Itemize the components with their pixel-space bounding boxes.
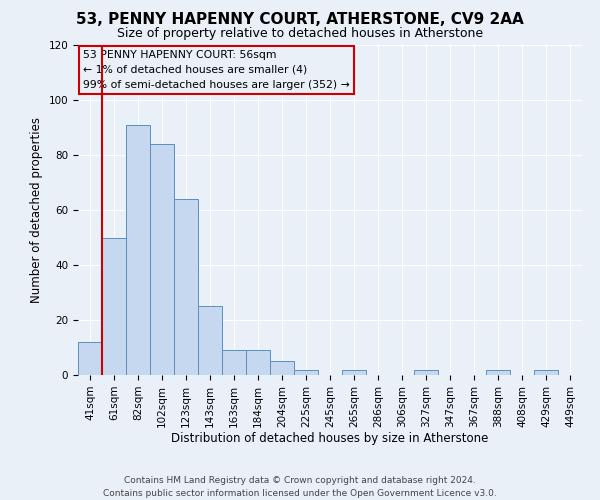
Bar (78, 342, 102, 375)
Text: Size of property relative to detached houses in Atherstone: Size of property relative to detached ho… (117, 28, 483, 40)
Bar (198, 306, 222, 375)
Bar (126, 124, 150, 375)
Bar (414, 370, 438, 375)
Text: 53, PENNY HAPENNY COURT, ATHERSTONE, CV9 2AA: 53, PENNY HAPENNY COURT, ATHERSTONE, CV9… (76, 12, 524, 28)
Bar (222, 350, 246, 375)
Bar (270, 361, 294, 375)
Text: 53 PENNY HAPENNY COURT: 56sqm
← 1% of detached houses are smaller (4)
99% of sem: 53 PENNY HAPENNY COURT: 56sqm ← 1% of de… (83, 50, 350, 90)
Y-axis label: Number of detached properties: Number of detached properties (30, 117, 43, 303)
Bar (246, 350, 270, 375)
Bar (534, 370, 558, 375)
Bar (294, 370, 318, 375)
Text: Contains HM Land Registry data © Crown copyright and database right 2024.
Contai: Contains HM Land Registry data © Crown c… (103, 476, 497, 498)
Bar (174, 199, 198, 375)
Bar (342, 370, 366, 375)
X-axis label: Distribution of detached houses by size in Atherstone: Distribution of detached houses by size … (172, 432, 488, 446)
Bar (150, 144, 174, 375)
Bar (102, 238, 126, 375)
Bar (486, 370, 510, 375)
